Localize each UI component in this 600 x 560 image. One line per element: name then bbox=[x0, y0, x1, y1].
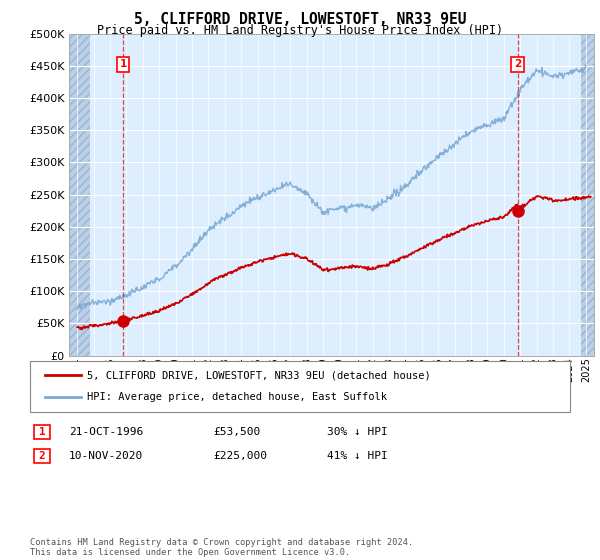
Text: 1: 1 bbox=[119, 59, 127, 69]
Text: 41% ↓ HPI: 41% ↓ HPI bbox=[327, 451, 388, 461]
Text: 2: 2 bbox=[38, 451, 46, 461]
Text: Price paid vs. HM Land Registry's House Price Index (HPI): Price paid vs. HM Land Registry's House … bbox=[97, 24, 503, 37]
Text: 21-OCT-1996: 21-OCT-1996 bbox=[69, 427, 143, 437]
Text: 5, CLIFFORD DRIVE, LOWESTOFT, NR33 9EU (detached house): 5, CLIFFORD DRIVE, LOWESTOFT, NR33 9EU (… bbox=[87, 370, 431, 380]
Text: HPI: Average price, detached house, East Suffolk: HPI: Average price, detached house, East… bbox=[87, 393, 387, 403]
Text: 10-NOV-2020: 10-NOV-2020 bbox=[69, 451, 143, 461]
Text: 2: 2 bbox=[514, 59, 521, 69]
Bar bbox=[581, 34, 594, 356]
Text: £53,500: £53,500 bbox=[213, 427, 260, 437]
Text: £225,000: £225,000 bbox=[213, 451, 267, 461]
Text: 30% ↓ HPI: 30% ↓ HPI bbox=[327, 427, 388, 437]
Text: Contains HM Land Registry data © Crown copyright and database right 2024.
This d: Contains HM Land Registry data © Crown c… bbox=[30, 538, 413, 557]
Text: 5, CLIFFORD DRIVE, LOWESTOFT, NR33 9EU: 5, CLIFFORD DRIVE, LOWESTOFT, NR33 9EU bbox=[134, 12, 466, 27]
Bar bbox=[69, 34, 91, 356]
Text: 1: 1 bbox=[38, 427, 46, 437]
